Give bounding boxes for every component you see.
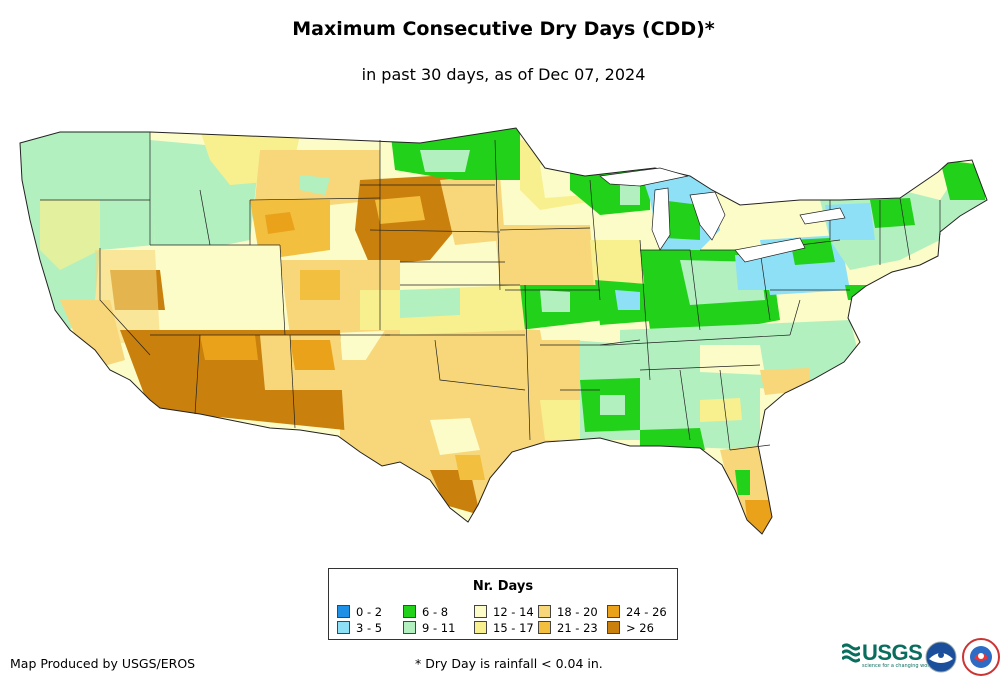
legend-item: 6 - 8 [403, 605, 448, 619]
great-lakes [599, 167, 846, 263]
cdd-map [19, 127, 988, 535]
legend-label: 21 - 23 [557, 621, 598, 635]
legend-label: > 26 [626, 621, 654, 635]
nws-logo-icon [962, 638, 1000, 676]
legend-label: 12 - 14 [493, 605, 534, 619]
legend-item: 3 - 5 [337, 621, 382, 635]
legend-swatch [474, 605, 487, 618]
legend-label: 0 - 2 [356, 605, 383, 619]
legend-label: 24 - 26 [626, 605, 667, 619]
legend-swatch [538, 605, 551, 618]
legend: Nr. Days 0 - 2 3 - 5 6 - 8 9 - 11 12 - 14 15 … [328, 568, 678, 640]
legend-swatch [607, 605, 620, 618]
usgs-waves-icon [842, 643, 860, 663]
legend-swatch [403, 621, 416, 634]
usgs-logo: USGS science for a changing world [842, 640, 934, 670]
cdd-regions [20, 128, 987, 534]
credit-text: Map Produced by USGS/EROS [10, 656, 196, 671]
legend-item: 24 - 26 [607, 605, 667, 619]
legend-label: 9 - 11 [422, 621, 456, 635]
legend-item: 18 - 20 [538, 605, 598, 619]
legend-swatch [337, 621, 350, 634]
legend-swatch [403, 605, 416, 618]
state-boundaries [40, 132, 941, 451]
noaa-logo-icon [925, 641, 957, 673]
legend-label: 15 - 17 [493, 621, 534, 635]
legend-item: 21 - 23 [538, 621, 598, 635]
legend-title: Nr. Days [472, 579, 534, 594]
map-subtitle: in past 30 days, as of Dec 07, 2024 [361, 65, 646, 84]
legend-item: 9 - 11 [403, 621, 455, 635]
map-title: Maximum Consecutive Dry Days (CDD)* [292, 18, 715, 40]
legend-swatch [607, 621, 620, 634]
usgs-tagline: science for a changing world [862, 663, 934, 669]
legend-item: 0 - 2 [337, 605, 382, 619]
legend-swatch [538, 621, 551, 634]
legend-item: > 26 [607, 621, 654, 635]
legend-swatch [337, 605, 350, 618]
legend-item: 12 - 14 [474, 605, 534, 619]
legend-label: 6 - 8 [422, 605, 449, 619]
footnote-text: * Dry Day is rainfall < 0.04 in. [415, 656, 603, 671]
legend-swatch [474, 621, 487, 634]
legend-label: 18 - 20 [557, 605, 598, 619]
legend-item: 15 - 17 [474, 621, 534, 635]
legend-label: 3 - 5 [356, 621, 383, 635]
usgs-wordmark: USGS [862, 640, 923, 665]
